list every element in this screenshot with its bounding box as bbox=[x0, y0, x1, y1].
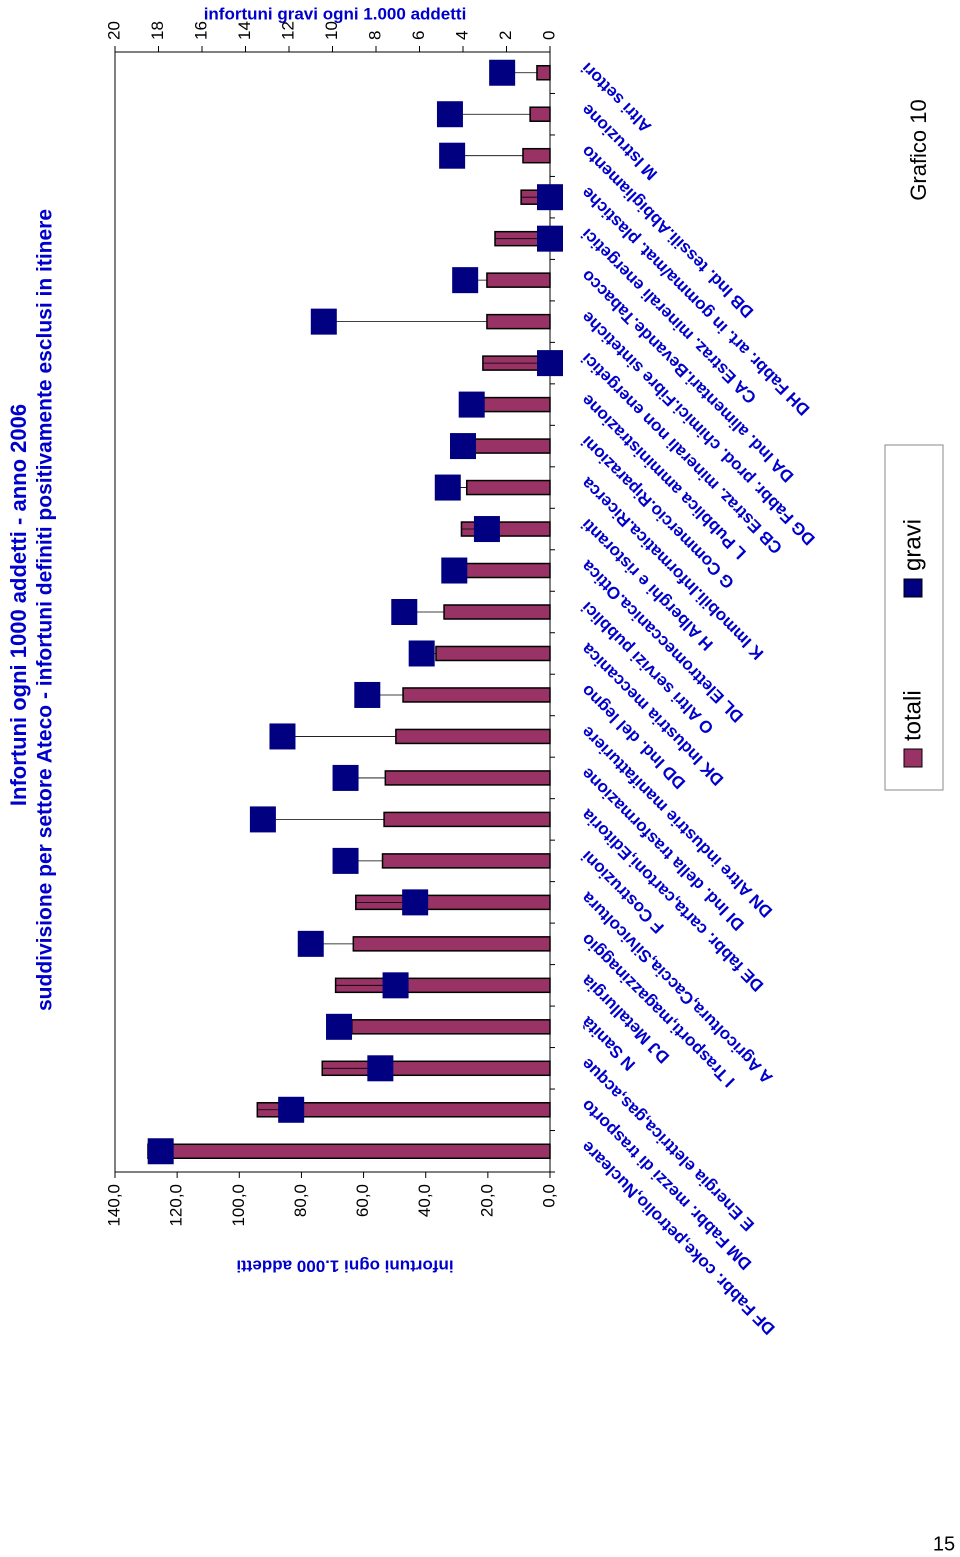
y2-tick-label: 10 bbox=[322, 21, 341, 40]
bar bbox=[529, 106, 551, 122]
marker bbox=[326, 1013, 353, 1040]
y-tick-label: 100,0 bbox=[229, 1184, 248, 1227]
marker bbox=[434, 474, 461, 501]
y-axis-title: infortuni ogni 1.000 addetti bbox=[236, 1257, 453, 1276]
marker bbox=[452, 267, 479, 294]
legend-box bbox=[884, 444, 944, 791]
y-tick-label: 120,0 bbox=[167, 1184, 186, 1227]
bar bbox=[486, 272, 551, 288]
bar bbox=[465, 479, 551, 496]
chart-rotated: Infortuni ogni 1000 addetti - anno 2006 … bbox=[6, 4, 944, 1338]
marker bbox=[408, 640, 435, 667]
marker bbox=[297, 930, 324, 957]
bar bbox=[522, 147, 551, 164]
marker bbox=[147, 1138, 174, 1165]
y2-tick-label: 0 bbox=[539, 31, 558, 40]
marker bbox=[537, 184, 563, 211]
marker bbox=[382, 972, 409, 999]
y2-tick-label: 8 bbox=[365, 31, 384, 40]
legend-swatch bbox=[903, 578, 923, 598]
y2-axis-title: infortuni gravi ogni 1.000 addetti bbox=[204, 4, 467, 23]
chart-title: Infortuni ogni 1000 addetti - anno 2006 bbox=[6, 404, 31, 806]
y2-tick-label: 12 bbox=[278, 21, 297, 40]
marker bbox=[537, 225, 563, 252]
bar bbox=[486, 313, 551, 330]
y-tick-label: 0,0 bbox=[539, 1184, 558, 1208]
marker bbox=[332, 847, 359, 874]
y2-tick-label: 18 bbox=[148, 21, 167, 40]
marker bbox=[458, 391, 485, 418]
bar bbox=[383, 811, 551, 828]
y2-tick-label: 4 bbox=[452, 31, 471, 40]
marker bbox=[402, 889, 429, 916]
x-tick-label: DM Fabbr. mezzi di trasporto bbox=[578, 1096, 756, 1274]
y2-tick-label: 14 bbox=[235, 21, 254, 40]
marker bbox=[436, 101, 463, 128]
y-tick-label: 80,0 bbox=[291, 1184, 310, 1217]
bar bbox=[395, 728, 551, 745]
y2-tick-label: 6 bbox=[409, 31, 428, 40]
bar bbox=[384, 770, 551, 786]
bar bbox=[381, 853, 551, 869]
page-number: 15 bbox=[933, 1533, 955, 1555]
marker bbox=[391, 599, 418, 625]
bar bbox=[402, 687, 551, 703]
marker bbox=[332, 764, 359, 791]
marker bbox=[441, 557, 468, 584]
caption: Grafico 10 bbox=[906, 99, 931, 201]
bar bbox=[473, 396, 551, 413]
bar bbox=[443, 604, 551, 620]
bar bbox=[536, 64, 551, 81]
marker bbox=[450, 433, 476, 460]
y-tick-label: 60,0 bbox=[353, 1184, 372, 1217]
y-tick-label: 40,0 bbox=[415, 1184, 434, 1217]
chart-subtitle: suddivisione per settore Ateco - infortu… bbox=[34, 209, 57, 1011]
y-tick-label: 20,0 bbox=[477, 1184, 496, 1217]
marker bbox=[249, 806, 276, 833]
marker bbox=[537, 350, 563, 377]
bar bbox=[147, 1143, 551, 1160]
bar bbox=[352, 936, 551, 952]
marker bbox=[310, 308, 337, 335]
legend-label: gravi bbox=[899, 519, 926, 571]
bar bbox=[469, 438, 551, 454]
marker bbox=[473, 516, 500, 543]
marker bbox=[439, 142, 466, 169]
marker bbox=[269, 723, 296, 750]
marker bbox=[278, 1096, 305, 1123]
bar bbox=[351, 1019, 551, 1035]
y2-tick-label: 16 bbox=[191, 21, 210, 40]
marker bbox=[367, 1055, 394, 1082]
y2-tick-label: 20 bbox=[104, 21, 123, 40]
y-tick-label: 140,0 bbox=[104, 1184, 123, 1227]
legend-swatch bbox=[903, 748, 923, 768]
y2-tick-label: 2 bbox=[496, 31, 515, 40]
legend-label: totali bbox=[899, 690, 926, 741]
bar bbox=[435, 645, 551, 662]
marker bbox=[354, 681, 381, 708]
bar bbox=[453, 562, 551, 579]
marker bbox=[489, 59, 516, 86]
